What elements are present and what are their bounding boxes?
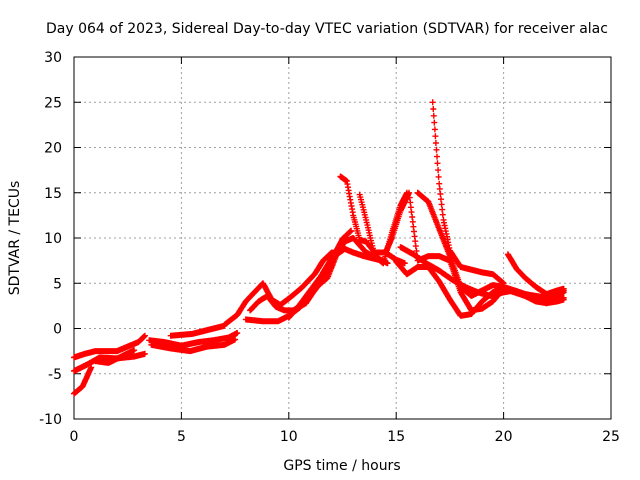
data-point-markers (71, 364, 95, 397)
y-tick-label: 15 (44, 186, 62, 202)
series-track-3 (71, 364, 95, 397)
data-series (71, 99, 567, 397)
x-tick-label: 10 (280, 429, 298, 445)
y-tick-label: 5 (53, 276, 62, 292)
x-tick-label: 5 (177, 429, 186, 445)
series-track-1 (71, 332, 148, 361)
series-track-6 (148, 336, 239, 355)
x-tick-label: 25 (602, 429, 620, 445)
y-tick-label: 0 (53, 322, 62, 338)
data-point-markers (504, 251, 567, 298)
data-point-markers (92, 347, 138, 366)
y-tick-label: 10 (44, 231, 62, 247)
y-tick-label: 30 (44, 50, 62, 66)
series-track-19 (504, 251, 567, 298)
data-point-markers (397, 244, 567, 301)
x-tick-label: 15 (387, 429, 405, 445)
series-track-4 (92, 347, 138, 366)
y-axis-label: SDTVAR / TECUs (7, 181, 23, 296)
grid (74, 57, 611, 419)
series-track-7 (167, 322, 228, 339)
y-tick-label: 25 (44, 95, 62, 111)
x-tick-label: 0 (70, 429, 79, 445)
x-tick-labels: 0 5 10 15 20 25 (70, 429, 620, 445)
series-track-11 (285, 241, 344, 321)
x-axis-label: GPS time / hours (283, 458, 400, 474)
series-track-8 (221, 245, 389, 328)
series-track-16 (429, 99, 507, 287)
y-tick-label: -10 (39, 412, 62, 428)
x-tick-label: 20 (495, 429, 513, 445)
series-track-18 (397, 244, 567, 301)
data-point-markers (146, 330, 241, 349)
data-point-markers (167, 322, 228, 339)
data-point-markers (285, 241, 344, 321)
axis-ticks (73, 56, 612, 420)
y-tick-labels: -10 -5 0 5 10 15 20 25 30 (39, 50, 62, 428)
data-point-markers (221, 245, 389, 328)
y-tick-label: -5 (48, 367, 62, 383)
y-tick-label: 20 (44, 141, 62, 157)
data-point-markers (429, 99, 507, 287)
chart-title: Day 064 of 2023, Sidereal Day-to-day VTE… (46, 21, 608, 37)
data-point-markers (71, 332, 148, 361)
series-track-5 (146, 330, 241, 349)
data-point-markers (148, 336, 239, 355)
